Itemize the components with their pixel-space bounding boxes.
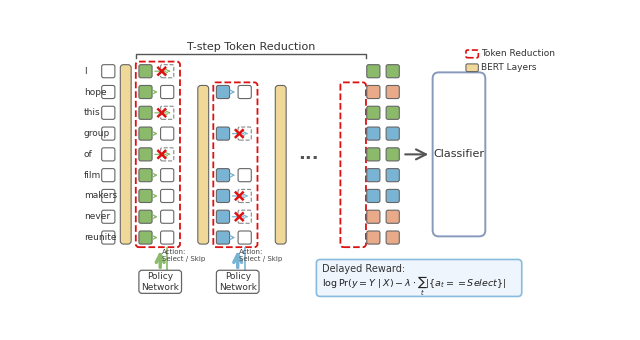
FancyBboxPatch shape [102,106,115,119]
FancyBboxPatch shape [102,148,115,161]
FancyBboxPatch shape [216,270,259,293]
Text: hope: hope [84,87,106,97]
Text: Policy
Network: Policy Network [219,272,257,291]
FancyBboxPatch shape [139,148,152,161]
FancyBboxPatch shape [139,127,152,140]
FancyBboxPatch shape [139,106,152,119]
FancyBboxPatch shape [386,231,399,244]
Text: ...: ... [298,146,319,164]
Text: reunite: reunite [84,233,116,242]
Text: Action:
Select / Skip: Action: Select / Skip [239,249,282,262]
FancyBboxPatch shape [161,85,174,99]
Text: of: of [84,150,93,159]
FancyBboxPatch shape [216,169,230,182]
FancyBboxPatch shape [238,231,252,244]
FancyBboxPatch shape [386,189,399,203]
FancyBboxPatch shape [102,231,115,244]
FancyBboxPatch shape [367,231,380,244]
FancyBboxPatch shape [139,169,152,182]
FancyBboxPatch shape [102,189,115,203]
FancyBboxPatch shape [198,85,209,244]
FancyBboxPatch shape [367,127,380,140]
FancyBboxPatch shape [216,210,230,223]
FancyBboxPatch shape [102,85,115,99]
FancyBboxPatch shape [216,127,230,140]
Text: film: film [84,171,101,180]
FancyBboxPatch shape [139,231,152,244]
FancyBboxPatch shape [367,189,380,203]
FancyBboxPatch shape [161,127,174,140]
FancyBboxPatch shape [139,65,152,78]
FancyBboxPatch shape [216,231,230,244]
FancyBboxPatch shape [367,65,380,78]
FancyBboxPatch shape [161,210,174,223]
FancyBboxPatch shape [386,106,399,119]
Text: Policy
Network: Policy Network [141,272,179,291]
FancyBboxPatch shape [433,72,485,236]
FancyBboxPatch shape [161,169,174,182]
Text: never: never [84,212,110,221]
FancyBboxPatch shape [316,259,522,296]
FancyBboxPatch shape [367,85,380,99]
FancyBboxPatch shape [466,64,478,72]
FancyBboxPatch shape [102,127,115,140]
FancyBboxPatch shape [367,148,380,161]
FancyBboxPatch shape [139,85,152,99]
Text: T-step Token Reduction: T-step Token Reduction [187,42,315,52]
FancyBboxPatch shape [275,85,286,244]
Text: Classifier: Classifier [433,149,484,159]
FancyBboxPatch shape [102,169,115,182]
FancyBboxPatch shape [120,65,131,244]
FancyBboxPatch shape [161,189,174,203]
FancyBboxPatch shape [367,106,380,119]
Text: Action:
Select / Skip: Action: Select / Skip [162,249,205,262]
FancyBboxPatch shape [216,189,230,203]
FancyBboxPatch shape [386,127,399,140]
FancyBboxPatch shape [367,169,380,182]
Text: I: I [84,67,86,76]
FancyBboxPatch shape [386,85,399,99]
FancyBboxPatch shape [386,210,399,223]
FancyBboxPatch shape [102,65,115,78]
FancyBboxPatch shape [386,148,399,161]
FancyBboxPatch shape [139,270,182,293]
FancyBboxPatch shape [139,210,152,223]
Text: makers: makers [84,191,117,201]
Text: $\log\Pr(y = Y \mid X) - \lambda \cdot \sum_t |\{a_t == Select\}|$: $\log\Pr(y = Y \mid X) - \lambda \cdot \… [322,275,506,298]
FancyBboxPatch shape [367,210,380,223]
Text: this: this [84,108,100,117]
FancyBboxPatch shape [386,65,399,78]
Text: Delayed Reward:: Delayed Reward: [322,264,405,274]
Text: BERT Layers: BERT Layers [481,63,537,72]
FancyBboxPatch shape [161,231,174,244]
FancyBboxPatch shape [238,169,252,182]
Text: group: group [84,129,110,138]
FancyBboxPatch shape [386,169,399,182]
FancyBboxPatch shape [238,85,252,99]
Text: Token Reduction: Token Reduction [481,49,556,58]
FancyBboxPatch shape [102,210,115,223]
FancyBboxPatch shape [216,85,230,99]
FancyBboxPatch shape [139,189,152,203]
